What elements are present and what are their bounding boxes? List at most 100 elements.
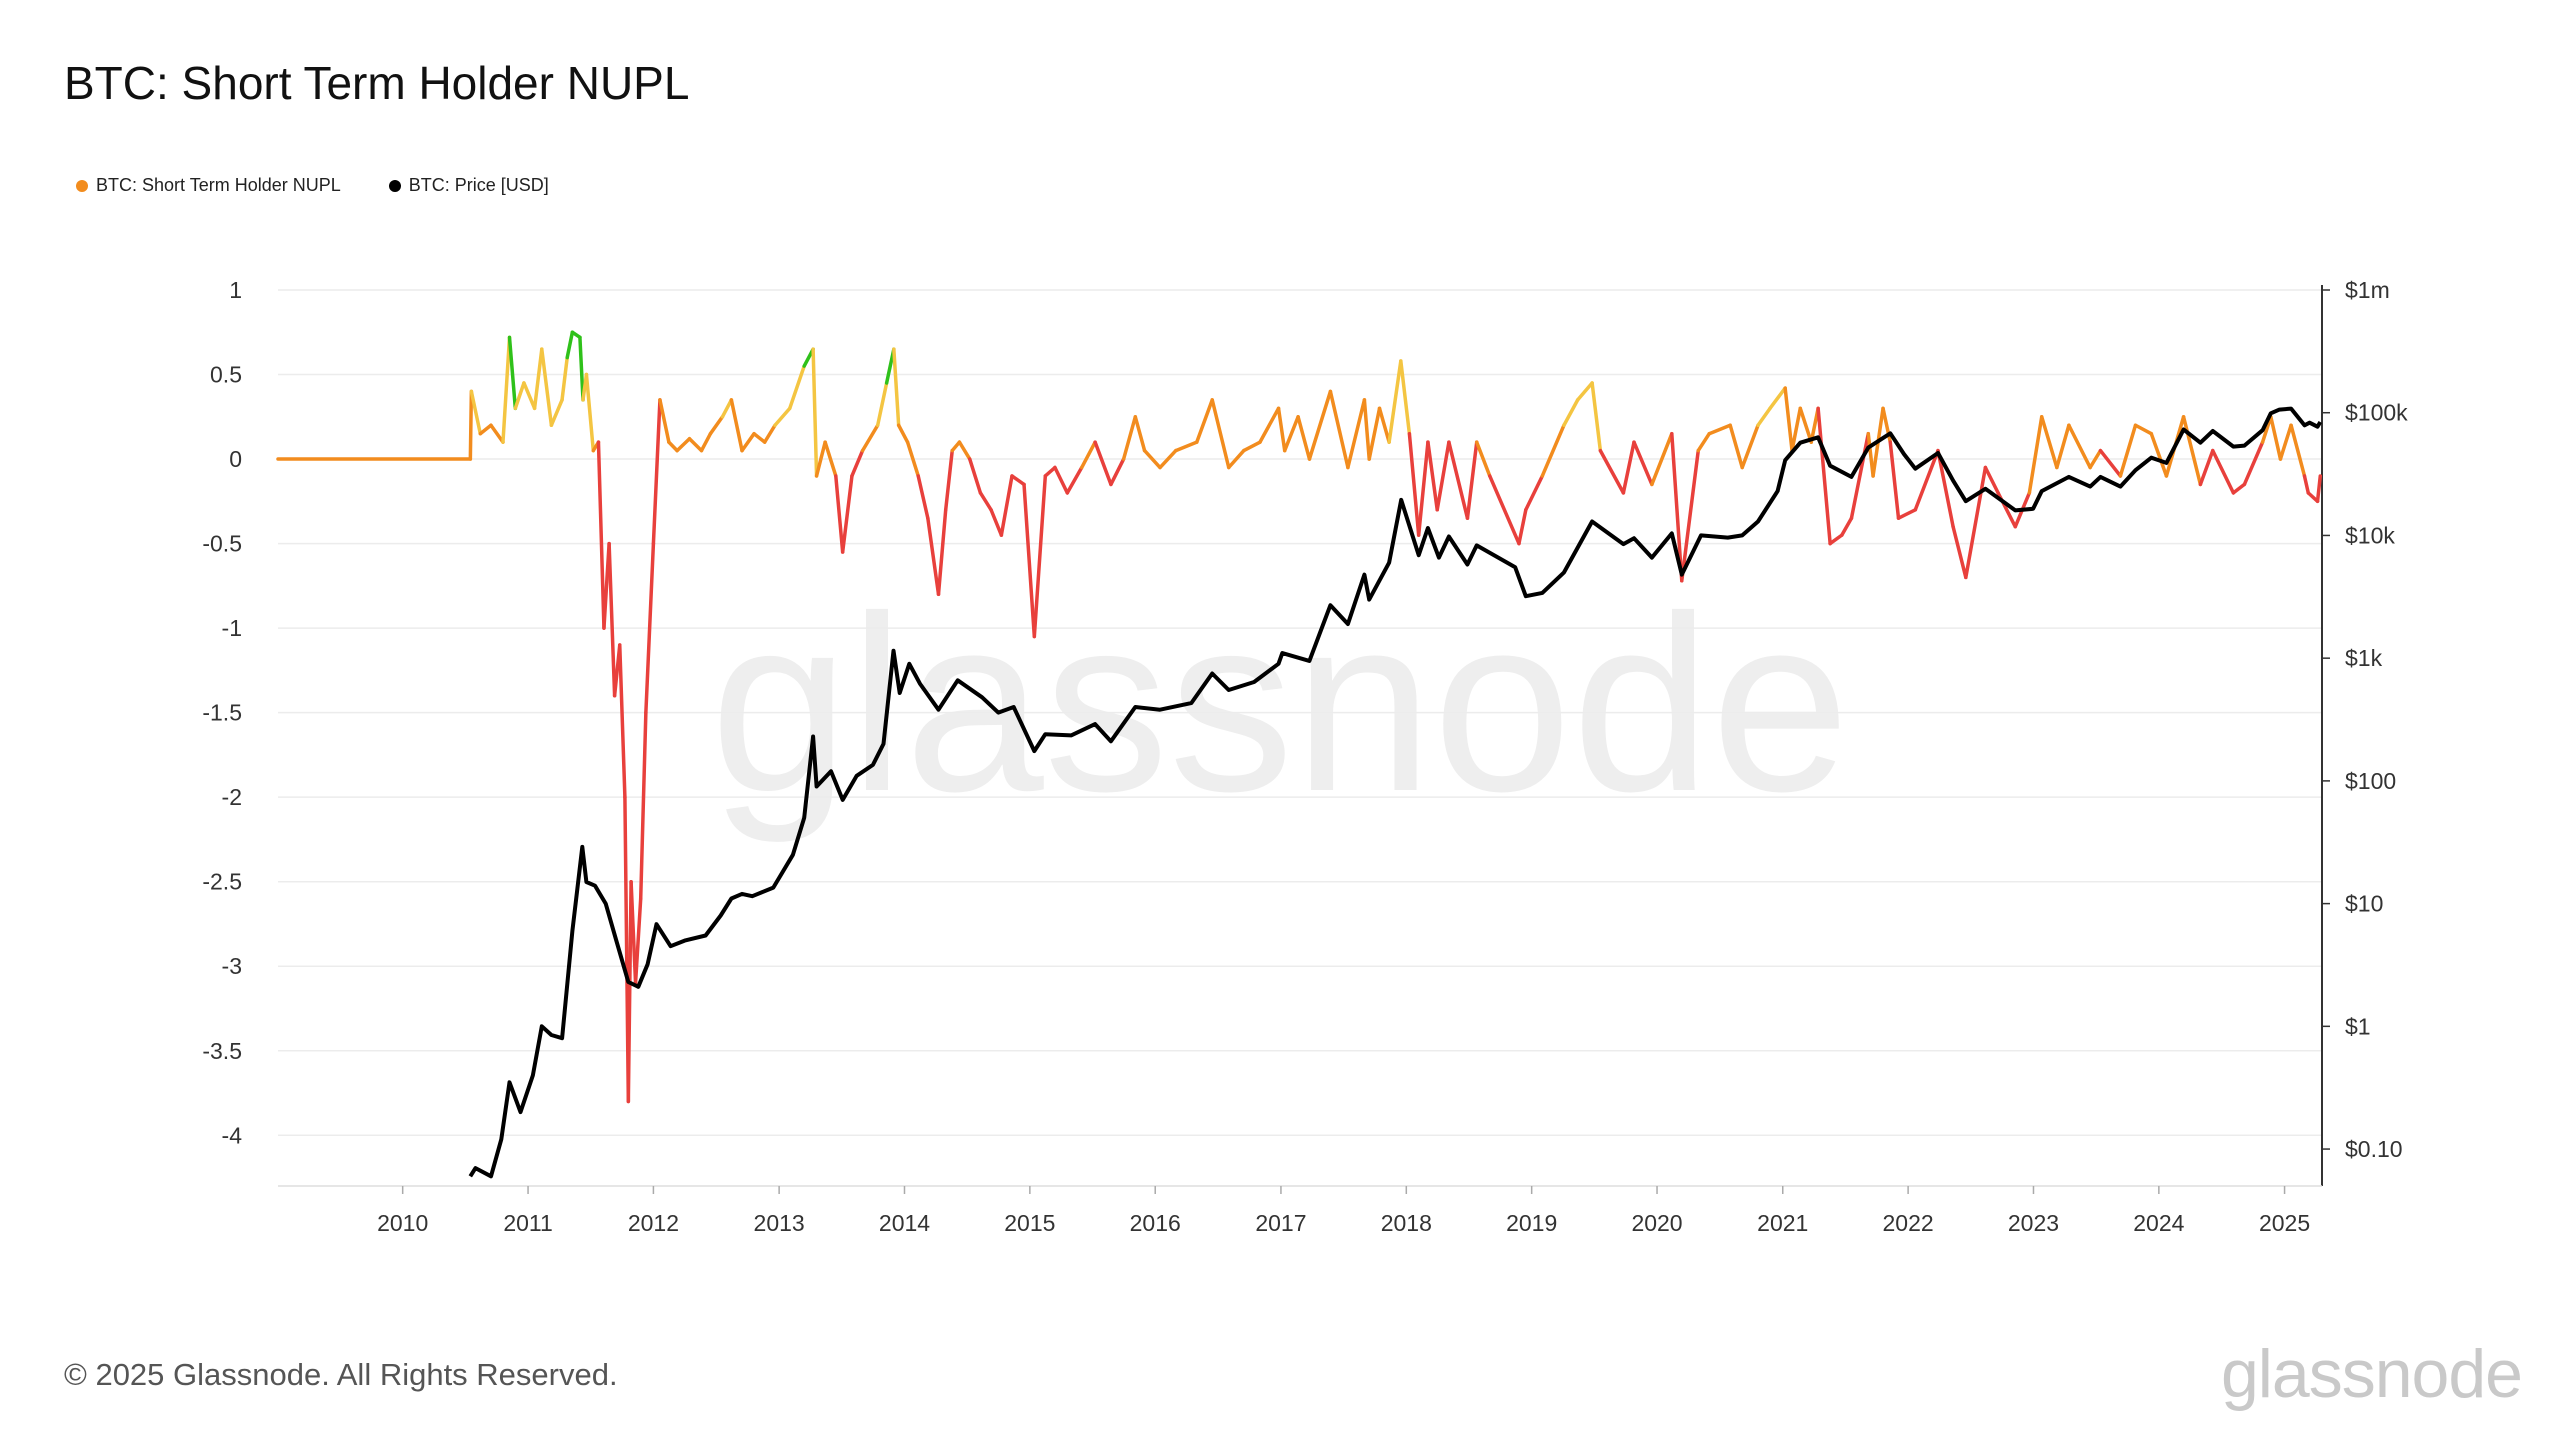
nupl-segment [626,879,633,1104]
nupl-segment [1474,440,1492,478]
x-axis-tick-label: 2023 [2008,1210,2059,1236]
nupl-segment [667,440,679,453]
nupl-segment [2118,423,2138,478]
left-axis-tick-label: 0 [229,446,242,472]
nupl-series [276,330,2323,1104]
nupl-segment [2289,423,2307,478]
x-axis-tick-label: 2025 [2259,1210,2310,1236]
x-axis-tick-label: 2020 [1631,1210,1682,1236]
nupl-segment [823,440,838,478]
nupl-segment [501,335,512,444]
nupl-segment [1740,423,1760,470]
chart-title: BTC: Short Term Holder NUPL [64,57,690,109]
glassnode-logo: glassnode [2220,1336,2523,1412]
nupl-segment [584,372,596,453]
nupl-segment [708,415,725,436]
legend-item-nupl[interactable]: BTC: Short Term Holder NUPL [76,175,341,196]
nupl-segment [2039,415,2059,470]
right-axis-tick-label: $1m [2345,277,2390,303]
x-axis-tick-label: 2021 [1757,1210,1808,1236]
nupl-segment [607,541,617,698]
nupl-segment [892,347,901,427]
x-axis-tick-label: 2022 [1883,1210,1934,1236]
nupl-segment [2302,474,2311,495]
nupl-segment [1416,440,1430,537]
nupl-segment [638,710,648,901]
nupl-segment [1121,415,1138,461]
left-axis-tick-label: -1 [222,615,242,641]
nupl-segment [850,448,865,478]
nupl-segment [1435,440,1451,512]
nupl-segment [860,423,880,453]
nupl-segment [1407,431,1421,537]
nupl-segment [814,440,827,478]
nupl-segment [1768,386,1787,411]
nupl-segment [629,879,638,985]
nupl-segment [1896,508,1918,520]
watermark-text: glassnode [710,564,1850,843]
nupl-segment [675,437,692,453]
nupl-segment [699,431,713,453]
nupl-segment [1728,423,1744,470]
nupl-segment [1043,465,1057,478]
x-axis-tick-label: 2011 [503,1210,552,1236]
nupl-segment [1377,406,1391,444]
nupl-segment [1849,431,1871,520]
nupl-segment [729,398,744,453]
nupl-segment [1650,431,1674,487]
legend-label-nupl: BTC: Short Term Holder NUPL [96,175,341,195]
right-axis-tick-label: $0.10 [2345,1136,2403,1162]
nupl-segment [1109,457,1126,487]
nupl-segment [1783,386,1794,453]
nupl-segment [936,508,948,597]
nupl-segment [1093,440,1113,487]
nupl-segment [1158,448,1178,470]
nupl-segment [720,398,734,419]
nupl-segment [644,541,656,715]
right-axis-tick-label: $1k [2345,645,2383,671]
nupl-segment [489,423,505,444]
left-axis-tick-label: 1 [229,277,242,303]
left-axis-tick-label: 0.5 [210,362,242,388]
x-axis-tick-label: 2018 [1381,1210,1432,1236]
left-axis-tick-label: -3.5 [202,1038,242,1064]
nupl-segment [1296,415,1312,461]
nupl-segment [1866,431,1875,478]
nupl-segment [1282,415,1300,453]
nupl-segment [2055,423,2071,470]
nupl-segment [2269,415,2283,461]
nupl-segment [926,516,941,597]
nupl-segment [1696,431,1711,453]
nupl-segment [532,347,544,411]
nupl-segment [1790,406,1803,453]
nupl-segment [2067,423,2092,470]
nupl-segment [1888,440,1901,520]
nupl-segment [896,423,910,444]
nupl-segment [1053,465,1070,495]
nupl-segment [1447,440,1470,520]
x-axis-tick-label: 2014 [879,1210,930,1236]
nupl-segment [1226,448,1246,470]
nupl-segment [1951,524,1968,580]
nupl-segment [1210,398,1231,470]
x-axis-tick-label: 2012 [628,1210,679,1236]
nupl-segment [875,381,889,427]
nupl-segment [651,398,662,546]
nupl-segment [2133,423,2154,436]
nupl-segment [989,508,1004,537]
nupl-segment [1562,398,1580,427]
price-series-line [468,406,2323,1179]
nupl-segment [2149,431,2169,478]
right-axis-tick-label: $1 [2345,1013,2371,1039]
nupl-segment [1621,440,1636,495]
nupl-segment [1142,448,1162,470]
nupl-segment [1328,389,1350,470]
nupl-segment [1598,448,1626,495]
right-axis-tick-label: $100 [2345,768,2396,794]
nupl-segment [1670,431,1684,583]
nupl-segment [950,440,962,453]
nupl-segment [1524,474,1545,512]
nupl-segment [1362,398,1371,461]
legend-item-price[interactable]: BTC: Price [USD] [388,175,549,196]
